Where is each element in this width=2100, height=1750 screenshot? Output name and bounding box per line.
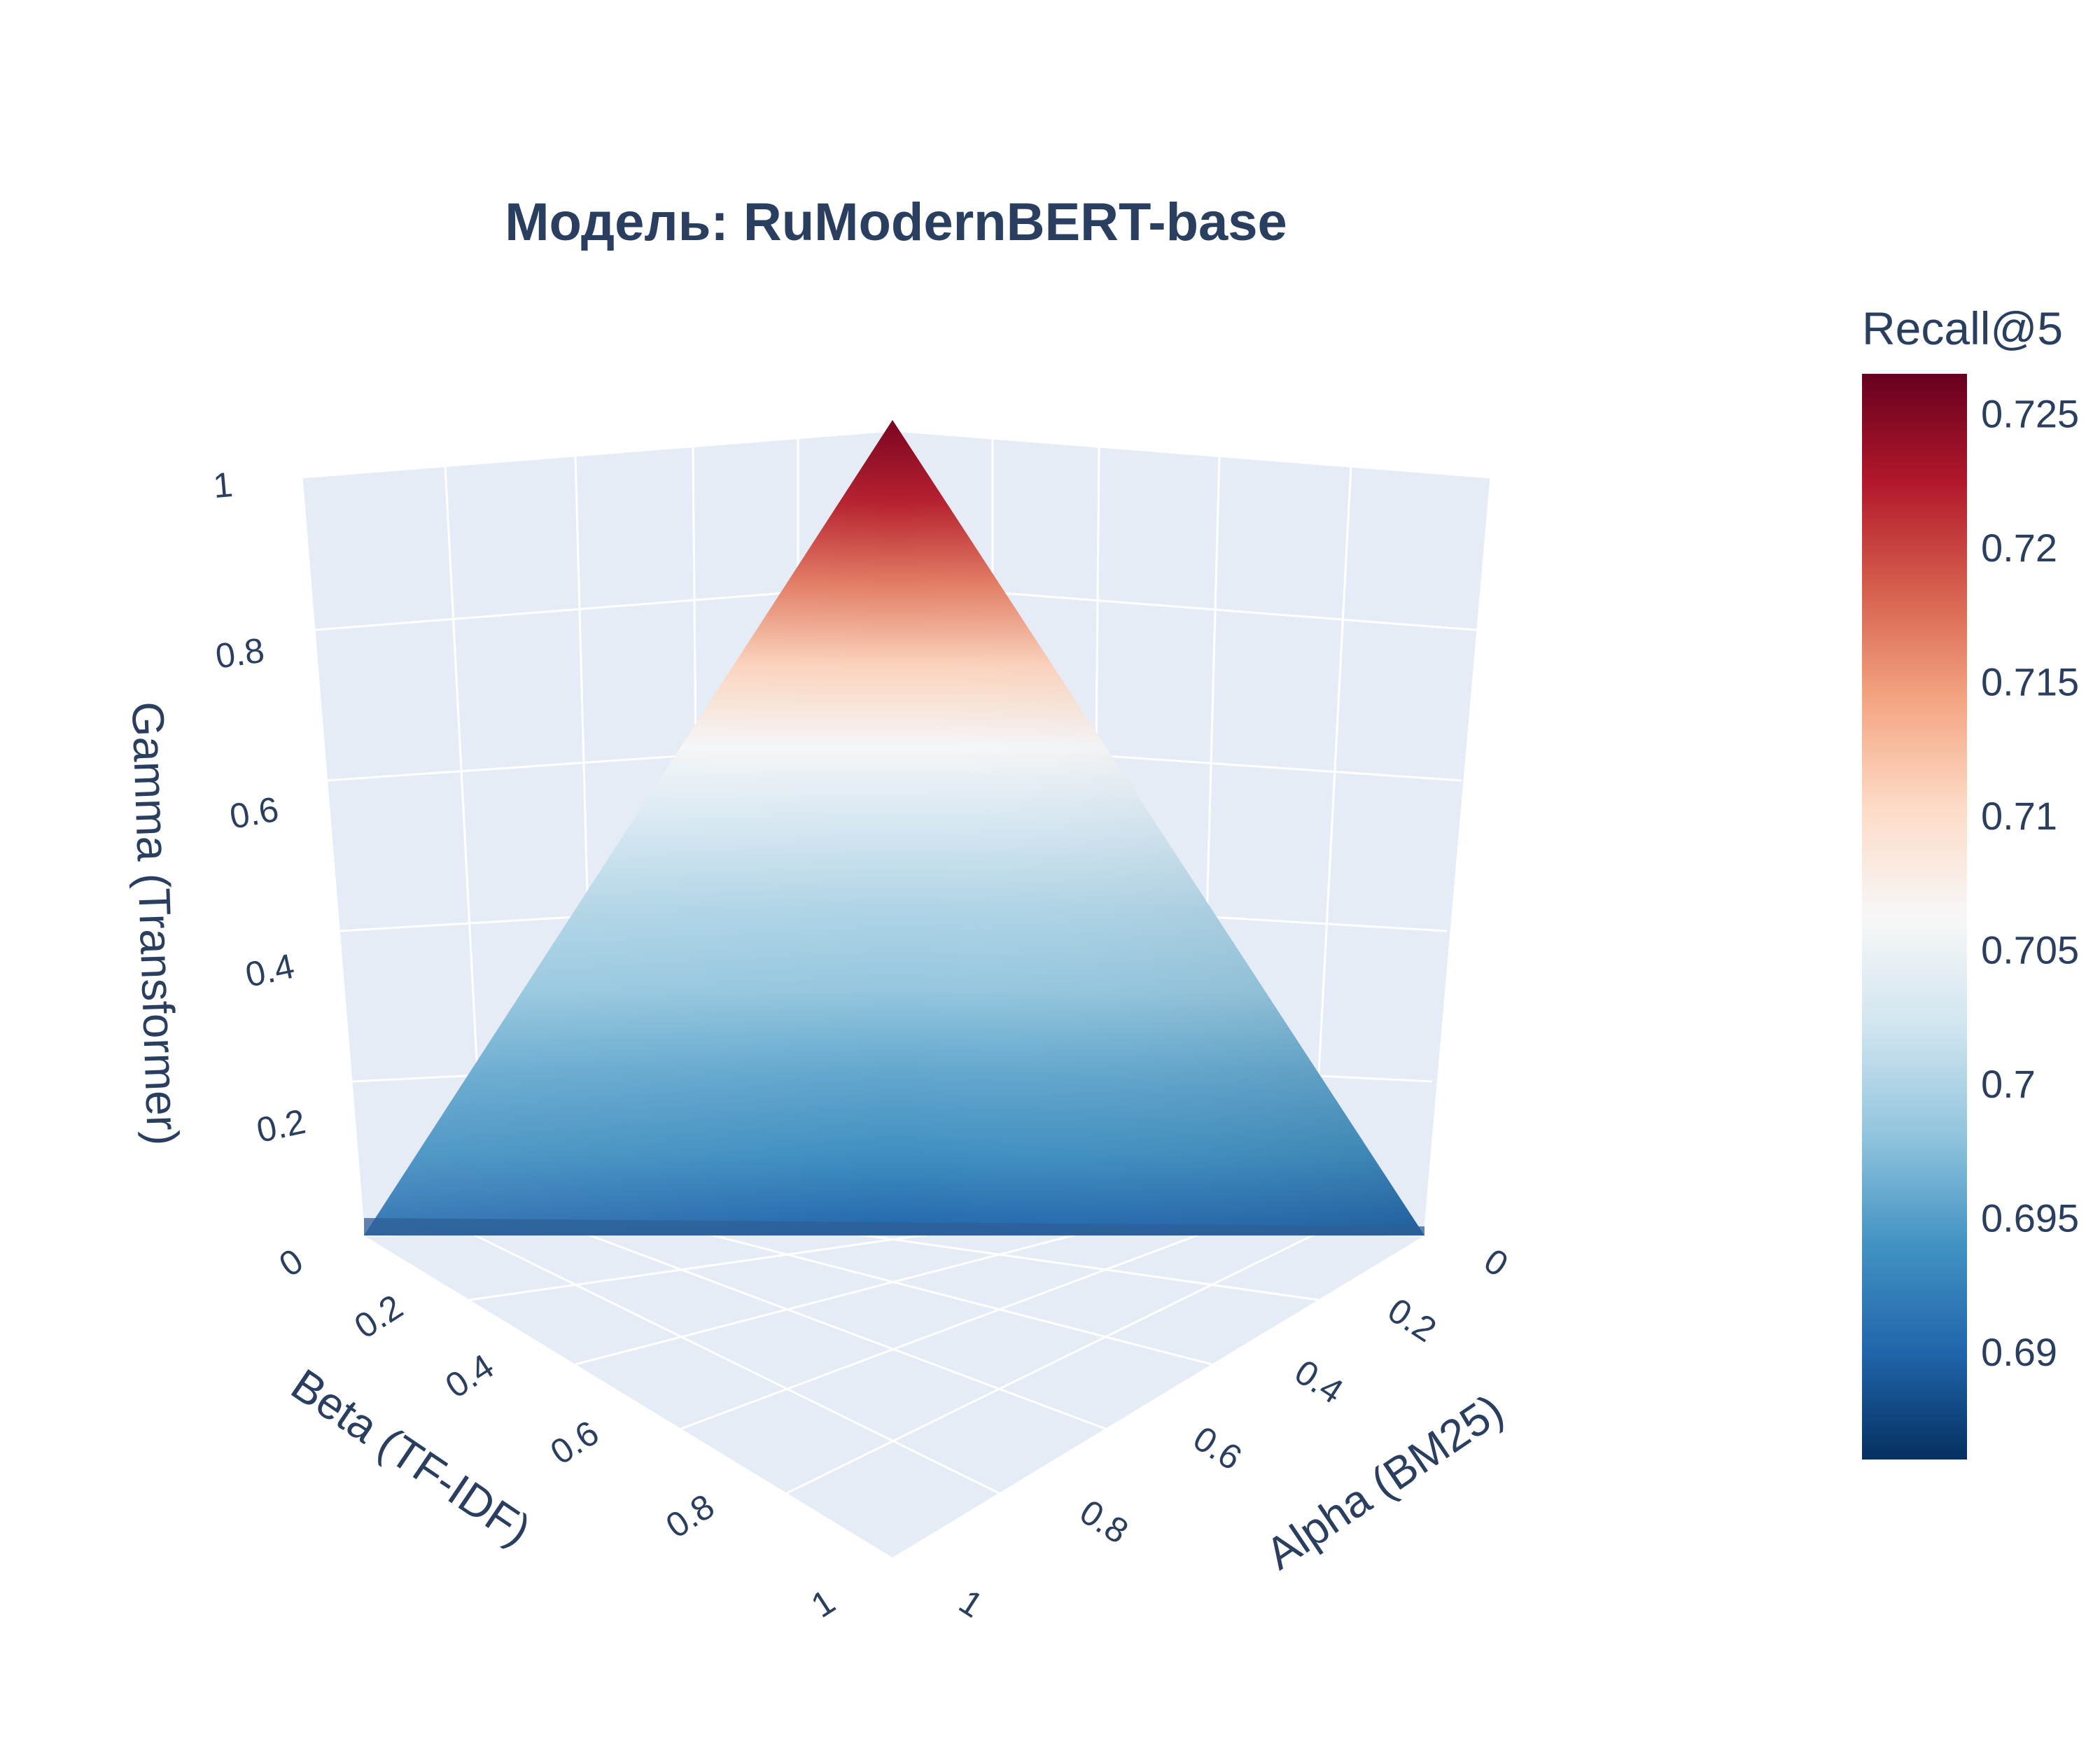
y-tick-label: 0 [272,1241,310,1284]
colorbar-tick-label: 0.71 [1981,794,2057,838]
colorbar-title: Recall@5 [1862,302,2063,354]
floor-gridline [575,1228,1106,1430]
z-tick-label: 0.2 [253,1102,309,1150]
z-axis-ticks: 0.2 0.4 0.6 0.8 1 [211,465,309,1150]
colorbar-tick-label: 0.725 [1981,391,2079,435]
z-tick-label: 0.6 [227,790,281,836]
wall-gridline [1423,477,1492,1236]
colorbar-tick-label: 0.69 [1981,1330,2057,1374]
surface-bottom-edge [364,1218,1424,1236]
z-tick-label: 0.8 [213,631,267,676]
surface-shading [364,420,1424,1236]
y-tick-label: 0.2 [347,1287,410,1346]
z-tick-label: 1 [211,465,234,505]
colorbar-tick-label: 0.7 [1981,1062,2036,1106]
x-tick-label: 1 [952,1582,990,1625]
floor-gridline [786,1231,1319,1494]
colorbar: Recall@5 0.690.6950.70.7050.710.7150.720… [1862,302,2079,1460]
x-axis-title: Alpha (BM25) [1256,1385,1512,1579]
chart-title: Модель: RuModernBERT-base [505,192,1287,252]
x-tick-label: 0.4 [1288,1352,1350,1411]
floor-plane [364,1222,1424,1558]
colorbar-strip [1862,374,1967,1460]
colorbar-tick-label: 0.72 [1981,526,2057,570]
y-tick-label: 0.8 [659,1486,721,1546]
x-tick-label: 0 [1477,1241,1515,1284]
y-tick-label: 0.4 [438,1346,500,1406]
z-tick-label: 0.4 [242,946,298,995]
x-tick-label: 0.6 [1186,1418,1249,1478]
floor-gridline [786,1223,1319,1301]
floor-gridline [469,1223,1000,1301]
colorbar-tick-label: 0.695 [1981,1196,2079,1240]
floor-gridline [469,1231,1000,1494]
colorbar-tick-label: 0.715 [1981,659,2079,704]
floor-gridline [680,1226,1212,1366]
floor-gridline [575,1226,1106,1366]
floor-gridline [680,1228,1212,1430]
y-axis-title: Beta (TF-IDF) [283,1359,540,1555]
plot-scene[interactable]: 0.2 0.4 0.6 0.8 1 0 0.2 0.4 0.6 0.8 1 0 … [122,420,1515,1625]
floor-gridlines [469,1223,1319,1494]
colorbar-ticks: 0.69 0.695 0.7 0.705 0.71 0.715 0.72 0.725 [1981,391,2079,1373]
y-tick-label: 1 [804,1582,842,1625]
surface-group [364,420,1424,1236]
x-tick-label: 0.8 [1073,1492,1135,1551]
y-tick-label: 0.6 [543,1413,606,1472]
colorbar-tick-label: 0.705 [1981,927,2079,972]
x-tick-label: 0.2 [1381,1290,1443,1350]
z-axis-title: Gamma (Transformer) [122,701,188,1146]
wall-gridline [300,477,365,1236]
